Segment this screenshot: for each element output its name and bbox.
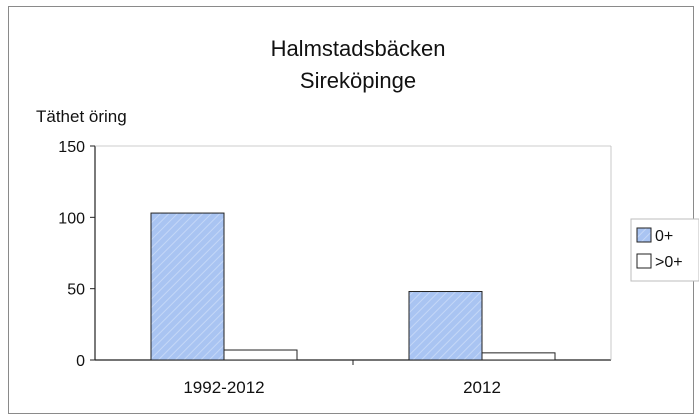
y-tick-label: 0 [76, 353, 85, 370]
bar-age-over-0-1 [481, 352, 556, 361]
legend-swatch-1 [636, 253, 652, 269]
y-tick-label: 50 [67, 282, 85, 299]
y-axis-label: Täthet öring [36, 107, 127, 126]
y-tick-label: 100 [58, 210, 85, 227]
y-tick-label: 150 [58, 139, 85, 156]
legend: 0+ >0+ [630, 218, 699, 282]
bar-age-0-1 [408, 291, 483, 361]
legend-label-1: >0+ [655, 254, 683, 271]
x-category-label: 1992-2012 [183, 378, 264, 397]
chart-frame [8, 6, 694, 414]
bar-age-over-0-0 [223, 349, 298, 361]
chart-title-line-2: Sireköpinge [300, 68, 416, 93]
legend-swatch-0 [636, 227, 652, 243]
plot-area: 0 50 100 150 1992-2012 2012 [58, 139, 612, 397]
bar-age-0-0 [150, 212, 225, 361]
chart-title-line-1: Halmstadsbäcken [271, 36, 446, 61]
x-category-label: 2012 [463, 378, 501, 397]
legend-label-0: 0+ [655, 228, 673, 245]
